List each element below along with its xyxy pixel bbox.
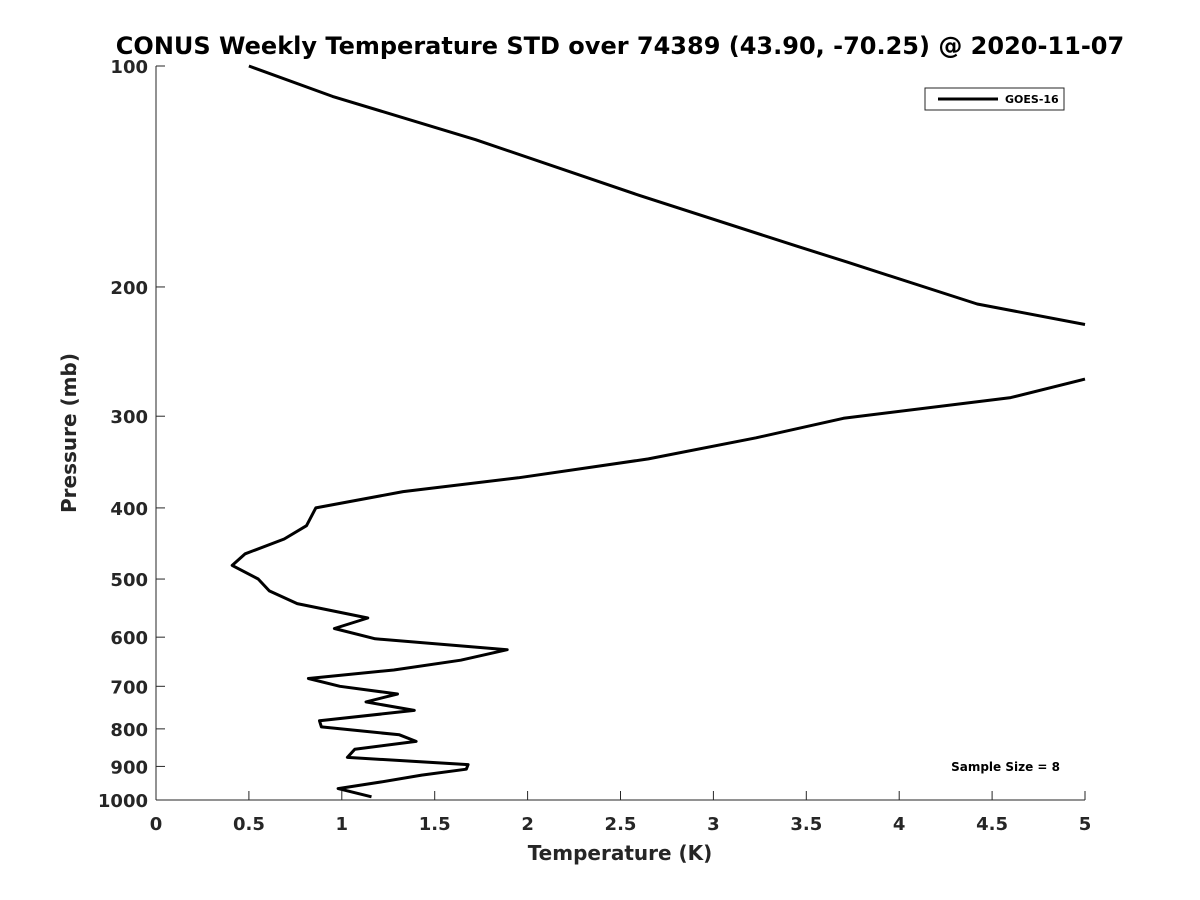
x-tick-label: 0 (150, 814, 163, 835)
x-tick-label: 1 (336, 814, 349, 835)
x-tick-label: 4.5 (976, 814, 1008, 835)
x-tick-label: 1.5 (419, 814, 451, 835)
sample-size-annotation: Sample Size = 8 (951, 760, 1060, 774)
x-tick-label: 3 (707, 814, 720, 835)
y-tick-label: 600 (110, 628, 148, 649)
y-tick-label: 500 (110, 570, 148, 591)
y-tick-label: 100 (110, 57, 148, 78)
series-line-0 (248, 64, 1086, 326)
x-tick-label: 5 (1079, 814, 1092, 835)
x-tick-label: 4 (893, 814, 906, 835)
y-tick-label: 300 (110, 407, 148, 428)
x-tick-label: 2 (521, 814, 534, 835)
chart-title: CONUS Weekly Temperature STD over 74389 … (116, 32, 1124, 60)
x-tick-label: 0.5 (233, 814, 265, 835)
axes: 0 0.5 1 1.5 2 2.5 3 3.5 4 4.5 5 100 200 300 400 500 600 7… (98, 57, 1091, 835)
y-tick-label: 1000 (98, 791, 148, 812)
legend: GOES-16 (924, 87, 1065, 111)
legend-entry-goes-16: GOES-16 (1005, 93, 1059, 106)
x-tick-label: 2.5 (605, 814, 637, 835)
y-tick-label: 800 (110, 720, 148, 741)
x-axis-label: Temperature (K) (528, 841, 713, 865)
y-tick-label: 700 (110, 677, 148, 698)
series-line-1 (230, 377, 1086, 799)
y-tick-label: 200 (110, 278, 148, 299)
x-tick-label: 3.5 (790, 814, 822, 835)
series-layer (230, 64, 1086, 799)
y-axis-label: Pressure (mb) (57, 353, 81, 513)
y-tick-label: 400 (110, 499, 148, 520)
y-tick-label: 900 (110, 757, 148, 778)
